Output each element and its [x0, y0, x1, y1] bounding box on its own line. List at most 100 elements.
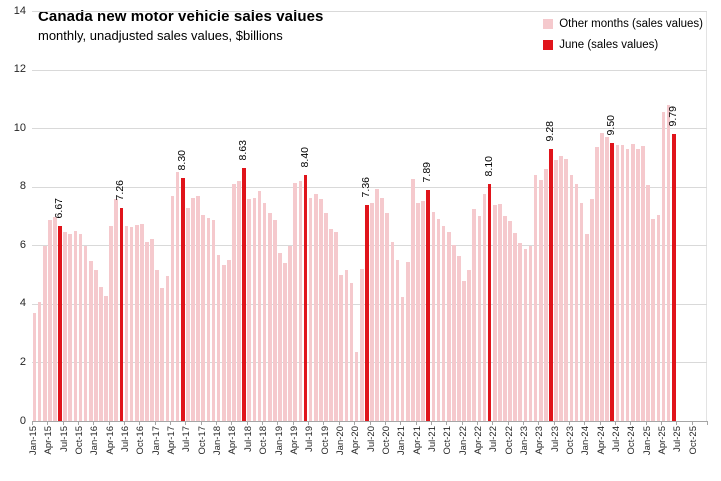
- x-axis-label: Jan-20: [334, 426, 346, 456]
- bar: [615, 144, 620, 421]
- bar: [446, 232, 451, 421]
- x-axis-tick: [323, 421, 325, 425]
- bar: [477, 216, 482, 421]
- bar: [339, 274, 344, 421]
- bar: [467, 270, 471, 421]
- bar: [37, 301, 42, 421]
- x-axis-tick: [139, 421, 141, 425]
- x-axis-label: Jul-16: [120, 426, 132, 452]
- june-value-label: 9.28: [544, 121, 557, 142]
- bar: [42, 246, 47, 421]
- x-axis-tick: [568, 421, 570, 425]
- bar: [114, 198, 119, 421]
- y-axis-label: 10: [13, 121, 26, 134]
- x-axis-tick: [62, 421, 64, 425]
- x-axis-tick: [354, 421, 356, 425]
- x-axis-label: Apr-16: [104, 426, 116, 455]
- x-axis-tick: [154, 421, 156, 425]
- bar: [272, 219, 277, 421]
- x-axis-tick: [676, 421, 678, 425]
- x-axis-tick: [216, 421, 218, 425]
- bar: [145, 242, 149, 421]
- bar: [451, 244, 456, 421]
- bar: [150, 238, 154, 421]
- june-bar: [58, 225, 62, 421]
- bar: [651, 218, 656, 421]
- bar: [257, 191, 262, 421]
- x-axis-label: Oct-17: [196, 426, 208, 455]
- june-bar: [549, 149, 553, 421]
- y-axis-label: 12: [13, 63, 26, 76]
- x-axis-label: Jan-16: [89, 426, 101, 456]
- x-axis-tick: [108, 421, 110, 425]
- x-axis-tick: [400, 421, 402, 425]
- x-axis-tick: [415, 421, 417, 425]
- bar: [421, 201, 425, 421]
- bar: [646, 185, 650, 421]
- bar: [385, 212, 390, 421]
- x-axis-tick: [308, 421, 310, 425]
- bar: [636, 148, 640, 421]
- bar: [83, 246, 88, 421]
- bar: [226, 259, 231, 421]
- june-bar: [426, 189, 431, 421]
- bar: [329, 229, 333, 421]
- legend-label-june: June (sales values): [559, 39, 659, 51]
- bar: [600, 133, 604, 421]
- bar: [165, 275, 170, 421]
- x-axis-label: Oct-18: [258, 426, 270, 455]
- x-axis-tick: [384, 421, 386, 425]
- x-axis-label: Apr-15: [43, 426, 55, 455]
- bar: [457, 255, 461, 421]
- bar: [482, 194, 487, 421]
- bar: [431, 211, 436, 421]
- bar: [584, 234, 589, 421]
- bar: [170, 196, 175, 421]
- bar: [595, 146, 599, 421]
- gridline: [32, 245, 707, 247]
- x-axis-tick: [599, 421, 601, 425]
- bar: [666, 105, 671, 421]
- bar: [267, 212, 272, 421]
- june-value-label: 7.89: [421, 161, 434, 183]
- bar: [395, 259, 400, 421]
- june-bar: [610, 142, 615, 421]
- x-axis-label: Jul-21: [426, 426, 438, 452]
- x-axis-label: Jan-17: [150, 426, 162, 456]
- other-months-swatch-icon: [543, 19, 554, 29]
- bar: [569, 175, 574, 421]
- bar: [104, 295, 108, 421]
- june-bar: [303, 175, 308, 421]
- x-axis-tick: [630, 421, 632, 425]
- x-axis-tick: [369, 421, 371, 425]
- x-axis-tick: [170, 421, 172, 425]
- june-value-label: 7.26: [114, 180, 127, 201]
- x-axis-label: Apr-25: [657, 426, 669, 455]
- bar: [53, 216, 57, 421]
- x-axis-label: Jan-25: [641, 426, 653, 456]
- x-axis-label: Oct-24: [626, 426, 638, 455]
- bar: [278, 252, 282, 421]
- bar: [605, 136, 610, 421]
- plot-area: [32, 11, 707, 422]
- x-axis-tick: [262, 421, 264, 425]
- x-axis-tick: [93, 421, 95, 425]
- bar: [206, 217, 211, 421]
- bar: [124, 225, 129, 421]
- x-axis-tick: [538, 421, 540, 425]
- x-axis-tick: [47, 421, 49, 425]
- bar: [538, 179, 543, 421]
- bar: [334, 232, 339, 421]
- bar: [630, 144, 635, 421]
- x-axis-tick: [645, 421, 647, 425]
- legend-item-june: June (sales values): [543, 39, 703, 51]
- x-axis-tick: [691, 421, 693, 425]
- june-bar: [180, 177, 185, 421]
- x-axis-label: Jan-18: [212, 426, 224, 456]
- x-axis-label: Jan-24: [580, 426, 592, 456]
- x-axis-label: Apr-20: [350, 426, 362, 455]
- x-axis-tick: [707, 421, 708, 425]
- x-axis-label: Oct-15: [74, 426, 86, 455]
- x-axis-tick: [584, 421, 586, 425]
- legend: Other months (sales values) June (sales …: [543, 18, 703, 51]
